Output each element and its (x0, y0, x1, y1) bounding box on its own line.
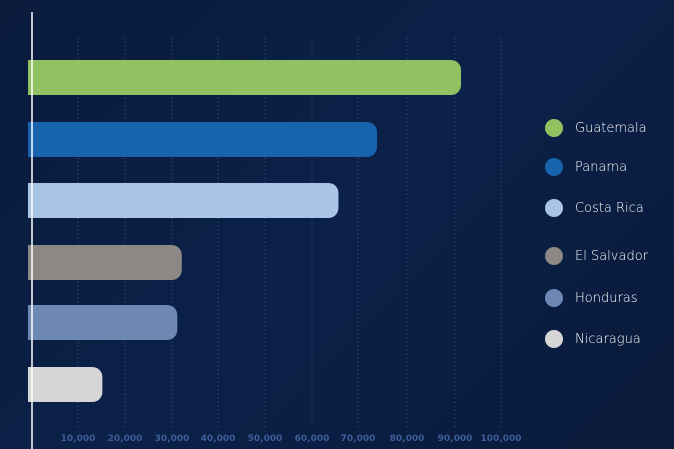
x-tick-label: 10,000 (61, 434, 96, 444)
bar-base-costa-rica (28, 183, 42, 218)
legend-label: Guatemala (575, 120, 647, 136)
legend-label: Panama (575, 159, 628, 175)
x-tick-label: 90,000 (438, 434, 473, 444)
x-tick-label: 60,000 (295, 434, 330, 444)
bar-el-salvador (28, 245, 182, 280)
x-tick-label: 70,000 (341, 434, 376, 444)
bar-panama (28, 122, 378, 157)
x-tick-label: 20,000 (108, 434, 143, 444)
x-tick-label: 80,000 (390, 434, 425, 444)
legend-item-panama: Panama (545, 157, 627, 177)
legend-label: El Salvador (575, 248, 648, 264)
legend-swatch-icon (545, 289, 563, 307)
legend-swatch-icon (545, 199, 563, 217)
bar-nicaragua (28, 367, 103, 402)
x-tick-label: 40,000 (201, 434, 236, 444)
grid-lines (77, 38, 502, 430)
x-tick-label: 50,000 (248, 434, 283, 444)
legend-swatch-icon (545, 247, 563, 265)
legend-item-guatemala: Guatemala (545, 118, 647, 138)
legend-item-nicaragua: Nicaragua (545, 329, 641, 349)
bar-honduras (28, 305, 178, 340)
legend-label: Nicaragua (575, 331, 641, 347)
legend-label: Costa Rica (575, 200, 644, 216)
x-tick-label: 100,000 (481, 434, 522, 444)
bar-base-el-salvador (28, 245, 42, 280)
bar-base-honduras (28, 305, 42, 340)
bar-base-guatemala (28, 60, 42, 95)
bar-costa-rica (28, 183, 339, 218)
legend-item-costa-rica: Costa Rica (545, 198, 644, 218)
bar-base-nicaragua (28, 367, 42, 402)
bars (28, 60, 462, 402)
legend-swatch-icon (545, 158, 563, 176)
legend-swatch-icon (545, 119, 563, 137)
legend-item-el-salvador: El Salvador (545, 246, 648, 266)
legend-item-honduras: Honduras (545, 288, 638, 308)
bar-guatemala (28, 60, 462, 95)
legend-swatch-icon (545, 330, 563, 348)
x-tick-label: 30,000 (155, 434, 190, 444)
bar-base-panama (28, 122, 42, 157)
legend-label: Honduras (575, 290, 638, 306)
x-tick-labels: 10,000 20,000 30,000 40,000 50,000 60,000 70,0… (61, 434, 522, 444)
